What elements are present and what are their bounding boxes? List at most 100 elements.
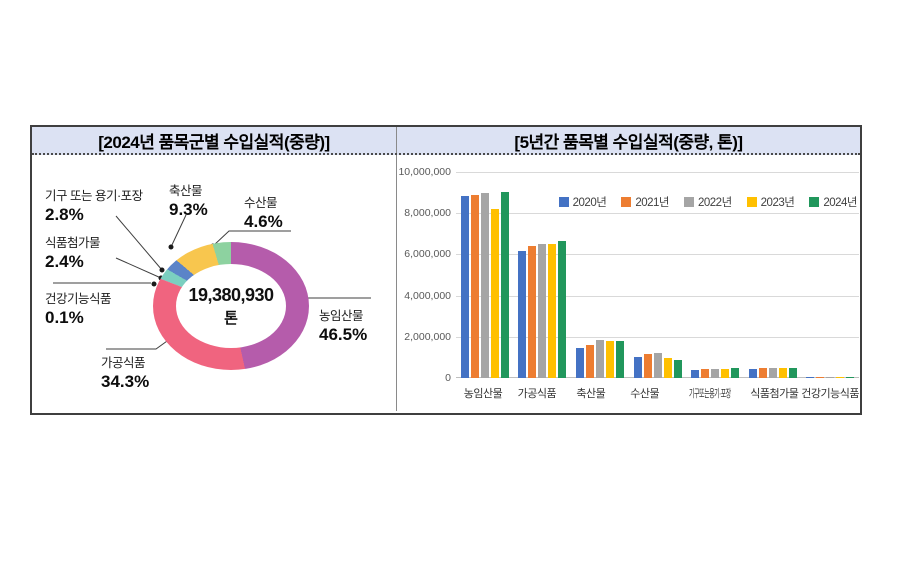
legend-label: 2023년: [760, 197, 795, 209]
bar: [518, 251, 527, 378]
legend-label: 2024년: [823, 197, 857, 209]
body-row: 19,380,930 톤 기구 또는 용기·포장 2.8% 축산물 9.3% 수…: [32, 155, 860, 411]
bar-group: [744, 172, 802, 378]
chart-legend: 2020년 2021년 2022년 2023년: [558, 194, 857, 210]
slice-label-agri-forest-pct: 46.5%: [319, 325, 368, 344]
y-tick: 0: [445, 372, 451, 384]
slice-label-health-food-name: 건강기능식품: [45, 292, 112, 306]
bar: [758, 368, 767, 378]
legend-label: 2022년: [697, 197, 732, 209]
legend-swatch: [746, 197, 757, 207]
x-label: 축산물: [576, 388, 606, 400]
total-weight-unit: 톤: [224, 309, 238, 327]
slice-label-livestock: 축산물 9.3%: [169, 180, 208, 220]
slice-label-agri-forest: 농임산물 46.5%: [319, 305, 367, 345]
slice-label-livestock-pct: 9.3%: [169, 200, 208, 219]
y-tick: 10,000,000: [398, 166, 451, 178]
slice-label-livestock-name: 축산물: [169, 184, 203, 198]
bars-row: [456, 172, 859, 378]
bar-plot-area: 2020년 2021년 2022년 2023년: [456, 172, 859, 378]
bar: [816, 377, 825, 378]
bar: [711, 369, 720, 378]
legend-label: 2021년: [635, 197, 669, 209]
slice-label-health-food-pct: 0.1%: [45, 308, 84, 327]
bar-group: [629, 172, 687, 378]
slice-label-processed-food: 가공식품 34.3%: [101, 352, 149, 392]
bar: [788, 368, 797, 378]
bar: [548, 244, 557, 378]
x-label: 식품첨가물: [750, 388, 799, 400]
legend-swatch: [683, 197, 694, 207]
bar: [558, 241, 567, 378]
bar: [691, 370, 700, 378]
bar: [701, 369, 710, 378]
bar: [615, 341, 624, 378]
y-tick: 2,000,000: [404, 331, 451, 343]
slice-label-processed-food-pct: 34.3%: [101, 372, 150, 391]
y-tick: 6,000,000: [404, 248, 451, 260]
bar: [490, 209, 499, 378]
slice-label-additives-pct: 2.4%: [45, 252, 84, 271]
x-label: 수산물: [630, 388, 660, 400]
bar: [731, 368, 740, 378]
bar: [846, 377, 855, 378]
legend-label: 2020년: [572, 197, 607, 209]
bar: [595, 340, 604, 378]
slice-label-containers-pct: 2.8%: [45, 205, 84, 224]
bar-group: [514, 172, 572, 378]
x-label: 기구또는용기·포장: [688, 388, 731, 400]
bar-chart-panel: 10,000,000 8,000,000 6,000,000 4,000,000…: [397, 155, 860, 411]
slice-label-containers-name: 기구 또는 용기·포장: [45, 189, 143, 203]
x-label: 농임산물: [463, 388, 503, 400]
bar: [605, 341, 614, 378]
bar: [826, 377, 835, 378]
legend-item-2023: 2023년: [746, 194, 795, 210]
slice-label-agri-forest-name: 농임산물: [319, 309, 364, 323]
legend-swatch: [809, 197, 820, 207]
bar-group: [456, 172, 514, 378]
bar: [480, 193, 489, 378]
bar: [778, 368, 787, 378]
bar: [460, 196, 469, 378]
slice-label-health-food: 건강기능식품 0.1%: [45, 288, 112, 328]
y-tick: 4,000,000: [404, 290, 451, 302]
bar: [806, 377, 815, 378]
legend-swatch: [621, 197, 632, 207]
bar-group: [571, 172, 629, 378]
bar: [470, 195, 479, 378]
bar-group: [801, 172, 859, 378]
bar: [653, 353, 662, 378]
bar: [585, 345, 594, 378]
slice-label-fishery-name: 수산물: [244, 196, 278, 210]
bar: [538, 244, 547, 378]
x-label: 가공식품: [517, 388, 557, 400]
bar: [528, 246, 537, 378]
donut-ring: 19,380,930 톤: [153, 242, 309, 370]
donut-center: 19,380,930 톤: [176, 264, 286, 348]
legend-item-2020: 2020년: [558, 194, 607, 210]
bar-group: [686, 172, 744, 378]
right-panel-title: [5년간 품목별 수입실적(중량, 톤)]: [514, 132, 743, 152]
legend-item-2022: 2022년: [683, 194, 732, 210]
left-panel-title: [2024년 품목군별 수입실적(중량)]: [32, 127, 397, 153]
legend-item-2021: 2021년: [621, 194, 669, 210]
legend-swatch: [558, 197, 569, 207]
slice-label-additives-name: 식품첨가물: [45, 236, 101, 250]
bar: [673, 360, 682, 378]
bar: [500, 192, 509, 378]
slice-label-fishery-pct: 4.6%: [244, 212, 283, 231]
header-row: [2024년 품목군별 수입실적(중량)] [5년간 품목별 수입실적(중량, …: [32, 127, 860, 155]
bar: [721, 369, 730, 378]
slice-label-additives: 식품첨가물 2.4%: [45, 232, 101, 272]
x-axis-labels: 농임산물 가공식품 축산물 수산물 기구또는용기·포장 식품첨가물 건강기능식품: [456, 385, 860, 401]
bar: [663, 358, 672, 378]
bar: [768, 368, 777, 378]
y-tick: 8,000,000: [404, 207, 451, 219]
bar: [748, 369, 757, 378]
bar: [643, 354, 652, 378]
bar: [836, 377, 845, 378]
slice-label-containers: 기구 또는 용기·포장 2.8%: [45, 185, 143, 225]
bar: [575, 348, 584, 378]
total-weight-value: 19,380,930: [188, 284, 274, 305]
